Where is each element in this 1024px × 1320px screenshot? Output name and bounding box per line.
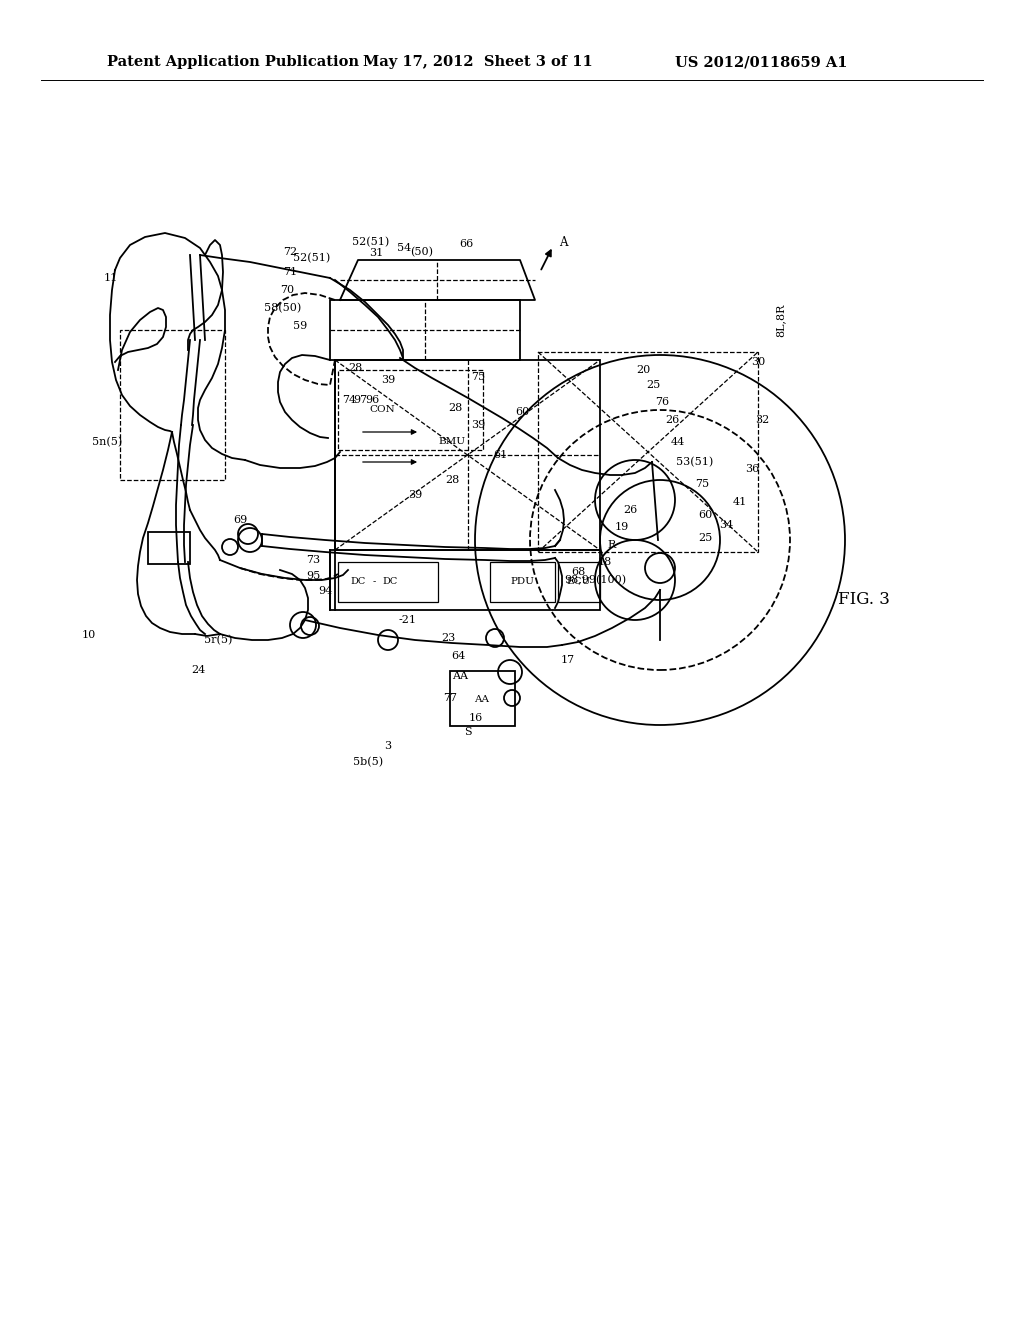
Bar	[335, 360, 600, 550]
Text: 44: 44	[671, 437, 685, 447]
Text: 64: 64	[451, 651, 465, 661]
Text: 26: 26	[623, 506, 637, 515]
Text: 39: 39	[381, 375, 395, 385]
Text: 5n(5): 5n(5)	[92, 437, 122, 447]
Text: 26: 26	[665, 414, 679, 425]
Bar	[330, 550, 600, 610]
Text: 73: 73	[306, 554, 321, 565]
Text: 25: 25	[646, 380, 660, 389]
Bar	[558, 562, 600, 602]
Text: 11: 11	[104, 273, 118, 282]
Text: 23: 23	[441, 634, 455, 643]
Text: 72: 72	[283, 247, 297, 257]
Text: Patent Application Publication: Patent Application Publication	[106, 55, 359, 69]
Text: 39: 39	[471, 420, 485, 430]
Text: 95: 95	[306, 572, 321, 581]
Text: S: S	[464, 727, 472, 737]
Bar	[538, 352, 758, 552]
Text: 5b(5): 5b(5)	[353, 756, 383, 767]
Text: 32: 32	[755, 414, 769, 425]
Text: PDU: PDU	[511, 578, 535, 586]
Bar	[148, 532, 190, 564]
Text: 3: 3	[384, 741, 391, 751]
Text: May 17, 2012  Sheet 3 of 11: May 17, 2012 Sheet 3 of 11	[362, 55, 593, 69]
Text: 31: 31	[369, 248, 383, 257]
Bar	[338, 370, 483, 450]
Text: 52(51): 52(51)	[352, 236, 389, 247]
Text: 20: 20	[636, 366, 650, 375]
Text: 41: 41	[733, 498, 748, 507]
Text: 30: 30	[751, 356, 765, 367]
Text: 25: 25	[698, 533, 712, 543]
Text: R: R	[608, 540, 616, 550]
Text: 60: 60	[698, 510, 712, 520]
Text: 52(51): 52(51)	[293, 253, 331, 263]
Bar	[450, 671, 515, 726]
Text: 58(50): 58(50)	[264, 302, 302, 313]
Text: 54: 54	[397, 243, 411, 253]
Text: CON: CON	[369, 405, 395, 414]
Text: 60: 60	[515, 407, 529, 417]
Text: 19: 19	[614, 521, 629, 532]
Text: 24: 24	[190, 665, 205, 675]
Bar	[490, 562, 555, 602]
Text: (50): (50)	[411, 247, 433, 257]
Text: BMU: BMU	[438, 437, 466, 446]
Text: 39: 39	[408, 490, 422, 500]
Text: 8L,8R: 8L,8R	[775, 304, 785, 337]
Text: 28: 28	[447, 403, 462, 413]
Text: 59: 59	[293, 321, 307, 331]
Text: 75: 75	[695, 479, 709, 488]
Text: 70: 70	[280, 285, 294, 294]
Text: 97: 97	[353, 395, 367, 405]
Text: 66: 66	[459, 239, 473, 249]
Text: 76: 76	[655, 397, 669, 407]
Bar	[338, 562, 438, 602]
Text: 36: 36	[744, 465, 759, 474]
Text: AA: AA	[474, 694, 489, 704]
Text: A: A	[559, 235, 567, 248]
Text: DC: DC	[350, 578, 366, 586]
Text: DC: DC	[382, 578, 397, 586]
Bar	[120, 330, 225, 480]
Text: US 2012/0118659 A1: US 2012/0118659 A1	[675, 55, 848, 69]
Text: 5r(5): 5r(5)	[204, 635, 232, 645]
Text: 75: 75	[471, 372, 485, 381]
Text: 77: 77	[443, 693, 457, 704]
Text: 17: 17	[561, 655, 575, 665]
Text: 61: 61	[493, 450, 507, 459]
Text: 34: 34	[719, 520, 733, 531]
Text: 28: 28	[444, 475, 459, 484]
Text: -: -	[373, 578, 376, 586]
Text: 69: 69	[232, 515, 247, 525]
Text: 71: 71	[283, 267, 297, 277]
Text: 96: 96	[365, 395, 379, 405]
Text: 10: 10	[82, 630, 96, 640]
Text: 68: 68	[570, 568, 585, 577]
Text: 16: 16	[469, 713, 483, 723]
Text: 74: 74	[342, 395, 356, 405]
Text: ECU: ECU	[567, 578, 591, 586]
Text: 18: 18	[598, 557, 612, 568]
Text: 53(51): 53(51)	[677, 457, 714, 467]
Text: FIG. 3: FIG. 3	[838, 591, 890, 609]
Text: -21: -21	[399, 615, 417, 624]
Text: 94: 94	[317, 586, 332, 597]
Bar	[330, 300, 520, 360]
Text: 98,99(100): 98,99(100)	[564, 574, 626, 585]
Text: 28: 28	[348, 363, 362, 374]
Text: AA: AA	[452, 671, 468, 681]
